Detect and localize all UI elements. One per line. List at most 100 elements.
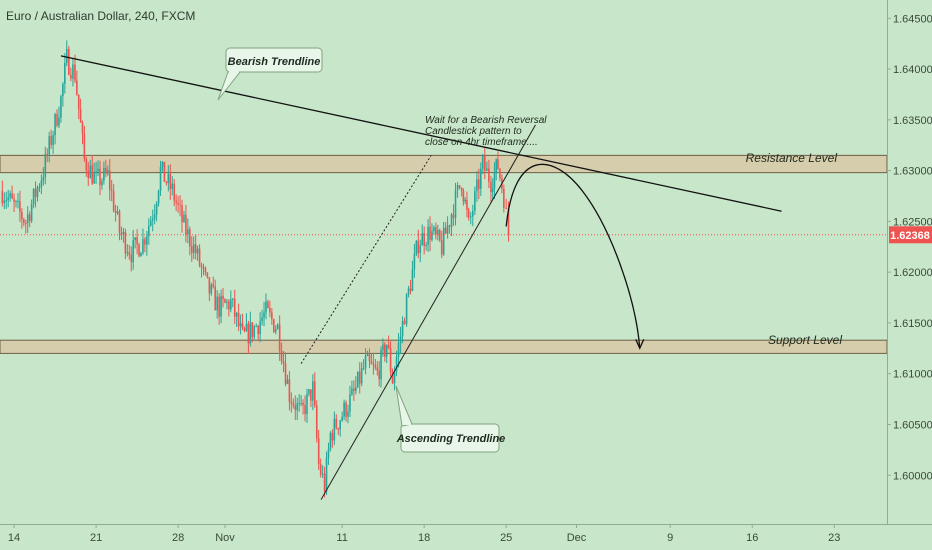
candle-up bbox=[493, 171, 496, 189]
candle-up bbox=[393, 371, 396, 384]
candle-up bbox=[325, 457, 328, 492]
candle-up bbox=[183, 214, 185, 223]
bearish-trendline[interactable] bbox=[60, 55, 782, 212]
x-tick-label: 11 bbox=[336, 532, 347, 544]
candle-up bbox=[40, 180, 43, 188]
candle-down bbox=[214, 286, 217, 311]
candle-down bbox=[467, 209, 470, 218]
candle-down bbox=[387, 344, 390, 349]
candle-down bbox=[23, 219, 25, 223]
channel-dotted-line[interactable] bbox=[300, 155, 432, 364]
candle-up bbox=[44, 153, 47, 178]
candle-up bbox=[360, 368, 363, 384]
candle-down bbox=[105, 167, 107, 174]
candle-down bbox=[128, 252, 131, 255]
candle-up bbox=[349, 394, 351, 412]
candle-down bbox=[378, 370, 380, 380]
price-axis[interactable]: 1.64500 1.64000 1.63500 1.63000 1.62500 1.620… bbox=[887, 13, 932, 482]
candle-down bbox=[391, 371, 394, 384]
candle-down bbox=[46, 153, 49, 155]
candle-down bbox=[267, 301, 269, 308]
candle-up bbox=[469, 216, 472, 218]
candle-down bbox=[241, 323, 244, 329]
x-tick-label: 14 bbox=[8, 532, 20, 544]
candle-down bbox=[345, 402, 347, 417]
candle-down bbox=[112, 191, 115, 211]
candle-up bbox=[306, 393, 308, 415]
time-axis[interactable]: 14 21 28 Nov 11 18 25 Dec 9 16 23 bbox=[8, 524, 840, 544]
candle-up bbox=[26, 214, 29, 224]
candle-up bbox=[419, 245, 422, 253]
candle-down bbox=[435, 227, 437, 235]
candle-down bbox=[21, 211, 23, 220]
candle-up bbox=[401, 320, 404, 337]
candle-down bbox=[91, 165, 93, 184]
candle-up bbox=[480, 168, 482, 189]
ascending-trendline[interactable] bbox=[320, 124, 536, 500]
x-tick-label: 16 bbox=[746, 532, 758, 544]
candle-up bbox=[9, 193, 11, 198]
candle-up bbox=[32, 188, 35, 205]
candle-down bbox=[120, 232, 123, 235]
candle-up bbox=[65, 48, 68, 64]
candle-down bbox=[169, 173, 172, 190]
candle-down bbox=[284, 363, 287, 384]
support-zone[interactable] bbox=[0, 339, 888, 354]
y-tick-label: 1.64500 bbox=[893, 13, 932, 25]
y-tick-label: 1.61000 bbox=[893, 369, 932, 381]
candle-down bbox=[179, 204, 181, 206]
candle-down bbox=[177, 202, 179, 205]
candle-down bbox=[310, 389, 312, 401]
candle-up bbox=[437, 229, 439, 235]
y-tick-label: 1.62000 bbox=[893, 267, 932, 279]
candle-down bbox=[202, 267, 205, 269]
candle-down bbox=[208, 277, 211, 294]
candle-up bbox=[116, 211, 119, 213]
candle-up bbox=[421, 233, 424, 246]
candle-up bbox=[93, 172, 95, 184]
candle-down bbox=[79, 108, 82, 123]
candle-up bbox=[327, 449, 330, 458]
candle-up bbox=[491, 188, 494, 193]
candle-up bbox=[446, 225, 449, 234]
candle-down bbox=[218, 296, 220, 317]
bearish-trendline-callout: Bearish Trendline bbox=[217, 47, 323, 101]
candle-up bbox=[356, 371, 359, 387]
candle-up bbox=[155, 203, 158, 215]
candle-down bbox=[290, 401, 293, 404]
candle-down bbox=[181, 205, 183, 223]
candle-down bbox=[243, 328, 246, 332]
candle-up bbox=[495, 159, 498, 172]
candle-up bbox=[397, 343, 400, 357]
candle-up bbox=[134, 237, 136, 241]
candle-down bbox=[194, 244, 197, 254]
candle-down bbox=[278, 324, 281, 352]
candle-down bbox=[370, 361, 373, 364]
candle-down bbox=[438, 229, 441, 241]
candle-up bbox=[433, 227, 435, 232]
candle-down bbox=[271, 312, 273, 320]
candle-up bbox=[405, 294, 408, 325]
candle-down bbox=[24, 222, 27, 224]
candle-down bbox=[247, 323, 250, 344]
candle-down bbox=[110, 189, 113, 192]
x-tick-label: 18 bbox=[418, 532, 430, 544]
candle-up bbox=[265, 301, 267, 313]
projection-curve[interactable] bbox=[505, 163, 641, 349]
candle-down bbox=[138, 244, 140, 257]
candle-up bbox=[454, 190, 457, 218]
candle-down bbox=[251, 322, 254, 338]
candle-down bbox=[499, 168, 501, 178]
resistance-level-label: Resistance Level bbox=[746, 151, 838, 165]
candle-down bbox=[70, 74, 72, 79]
candle-down bbox=[19, 200, 21, 212]
candle-up bbox=[101, 180, 103, 186]
candle-up bbox=[366, 354, 369, 356]
y-tick-label: 1.64000 bbox=[893, 64, 932, 76]
candle-up bbox=[30, 204, 33, 221]
candle-up bbox=[149, 220, 152, 226]
candle-up bbox=[72, 64, 74, 79]
candle-up bbox=[146, 236, 148, 245]
